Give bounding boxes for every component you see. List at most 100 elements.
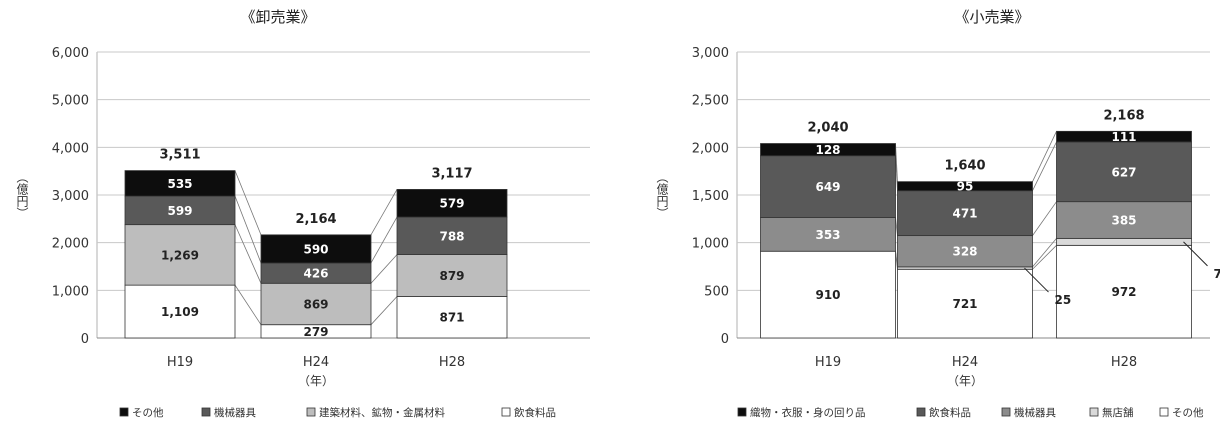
x-axis-label: （年） — [947, 374, 983, 388]
y-tick-label: 0 — [81, 332, 89, 347]
y-tick-label: 5,000 — [52, 94, 89, 109]
connector-line — [234, 224, 262, 284]
x-tick-label: H28 — [1111, 355, 1137, 370]
bar-segment — [396, 189, 508, 218]
data-label: 579 — [439, 197, 464, 211]
callout-line — [1024, 267, 1049, 293]
bar-segment — [897, 181, 1033, 192]
legend-swatch — [501, 407, 511, 417]
data-label: 535 — [167, 177, 192, 191]
bar-segment — [897, 235, 1033, 268]
connector-line — [370, 216, 398, 264]
legend-label: 建築材料、鉱物・金属材料 — [319, 406, 445, 419]
connector-line — [370, 189, 398, 236]
chart-title: 《小売業》 — [954, 8, 1029, 26]
legend-swatch — [306, 407, 316, 417]
x-tick-label: H19 — [167, 355, 193, 370]
data-label: 910 — [815, 288, 840, 302]
legend-swatch — [737, 407, 747, 417]
connector-line — [370, 254, 398, 284]
data-label: 869 — [303, 297, 328, 311]
legend-label: 織物・衣服・身の回り品 — [750, 406, 866, 419]
data-label: 328 — [952, 245, 977, 259]
bar-segment — [1056, 237, 1192, 246]
data-label: 627 — [1111, 165, 1136, 179]
data-label: 871 — [439, 311, 464, 325]
y-tick-label: 2,500 — [692, 94, 729, 109]
y-axis-label: （億円） — [655, 171, 669, 219]
wholesale-chart-panel: 《卸売業》 0 1,000 2,000 3,000 4,000 5,000 6,000 （億円）… — [15, 8, 590, 419]
bar-segment — [124, 195, 236, 226]
y-tick-label: 2,000 — [692, 141, 729, 156]
data-label: 1,269 — [161, 248, 199, 262]
connector-line — [234, 195, 262, 264]
legend-swatch — [201, 407, 211, 417]
connector-line — [1032, 245, 1057, 270]
retail-chart-panel: 《小売業》 0 500 1,000 1,500 2,000 2,500 3,000 （億円） 91… — [610, 0, 1220, 432]
wholesale-plot — [96, 51, 590, 339]
bar-segment — [396, 216, 508, 255]
bar-segment — [260, 234, 372, 264]
legend-swatch — [1001, 407, 1011, 417]
y-tick-label: 1,000 — [692, 237, 729, 252]
bar-segment — [260, 282, 372, 326]
connector-line — [1032, 201, 1057, 236]
y-tick-label: 4,000 — [52, 141, 89, 156]
connector-line — [1032, 131, 1057, 182]
data-label: 385 — [1111, 214, 1136, 228]
connector-line — [1032, 141, 1057, 191]
x-axis-label: （年） — [298, 374, 334, 388]
x-tick-label: H28 — [439, 355, 465, 370]
data-label: 972 — [1111, 285, 1136, 299]
legend-label: 飲食料品 — [514, 406, 556, 419]
bar-segment — [897, 268, 1033, 339]
legend-label: 機械器具 — [1014, 406, 1056, 419]
bar-segment — [760, 250, 896, 339]
legend-label: 機械器具 — [214, 406, 256, 419]
bar-segment — [760, 143, 896, 157]
bar-segment — [760, 217, 896, 252]
bar-segment — [124, 224, 236, 286]
data-label: 95 — [957, 180, 974, 194]
data-label: 788 — [439, 229, 464, 243]
bar-segment — [1056, 141, 1192, 203]
total-label: 1,640 — [944, 159, 985, 174]
y-tick-label: 500 — [704, 284, 729, 299]
data-label: 111 — [1111, 130, 1136, 144]
y-tick-label: 1,500 — [692, 189, 729, 204]
bar-segment — [1056, 201, 1192, 239]
connector-line — [234, 170, 262, 235]
bar-segment — [396, 254, 508, 297]
data-label: 599 — [167, 204, 192, 218]
x-tick-label: H19 — [815, 355, 841, 370]
connector-line — [234, 284, 262, 325]
total-label: 2,040 — [807, 121, 848, 136]
chart-title: 《卸売業》 — [240, 8, 315, 26]
data-label: 649 — [815, 180, 840, 194]
data-label: 353 — [815, 228, 840, 242]
y-tick-label: 6,000 — [52, 46, 89, 61]
data-label: 25 — [1055, 293, 1072, 307]
x-tick-label: H24 — [303, 355, 329, 370]
legend-label: 無店舗 — [1102, 406, 1134, 419]
bar-segment — [1056, 244, 1192, 339]
data-label: 279 — [303, 325, 328, 339]
y-tick-label: 1,000 — [52, 284, 89, 299]
retail-chart: 《小売業》 0 500 1,000 1,500 2,000 2,500 3,000 （億円） 91… — [655, 8, 1220, 419]
connector-line — [1032, 238, 1057, 268]
bar-segment — [760, 155, 896, 218]
legend-label: その他 — [1172, 406, 1204, 419]
y-axis-label: （億円） — [15, 171, 29, 219]
y-tick-label: 0 — [721, 332, 729, 347]
total-label: 2,168 — [1103, 108, 1144, 123]
bar-segment — [124, 170, 236, 197]
retail-plot — [736, 51, 1210, 339]
y-tick-label: 3,000 — [692, 46, 729, 61]
data-label: 590 — [303, 242, 328, 256]
bar-segment — [897, 190, 1033, 237]
bar-segment — [1056, 130, 1192, 143]
connector-line — [370, 296, 398, 325]
data-label: 128 — [815, 143, 840, 157]
data-label: 721 — [952, 297, 977, 311]
x-tick-label: H24 — [952, 355, 978, 370]
